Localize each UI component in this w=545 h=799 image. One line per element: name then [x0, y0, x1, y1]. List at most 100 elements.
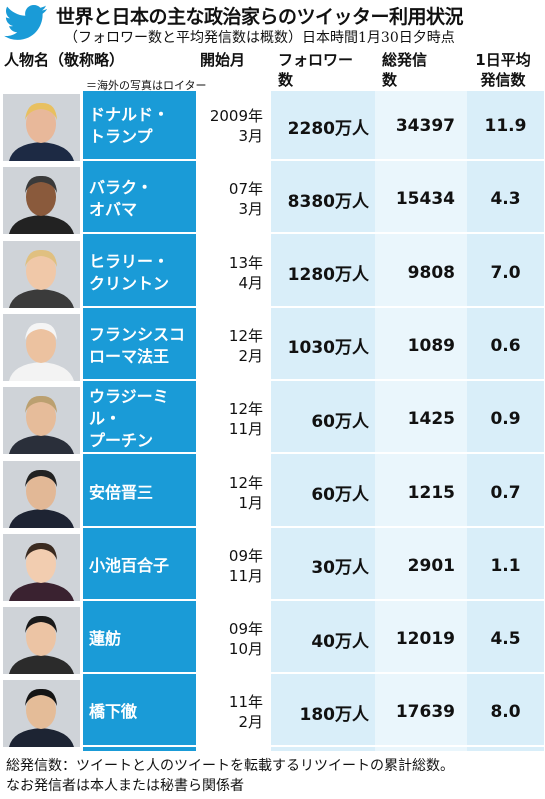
total-posts: 1089: [407, 335, 455, 356]
start-month-value: 11月: [228, 420, 263, 439]
daily-average: 4.3: [490, 189, 521, 210]
photo-credit-note: ＝海外の写真はロイター: [86, 79, 207, 92]
person-name-line-2: クリントン: [89, 273, 170, 293]
total-posts: 2901: [407, 555, 455, 576]
portrait-image: [3, 313, 80, 381]
followers-count: 180万人: [299, 704, 370, 725]
followers-count: 60万人: [311, 485, 369, 505]
table-row: 安倍晋三 12年 1月 60万人 1215 0.7: [3, 458, 544, 528]
table-row: ヒラリー・ クリントン 13年 4月 1280万人 9808 7.0: [3, 238, 544, 308]
person-name-line-1: 橋下徹: [89, 702, 138, 722]
portrait-photo: [3, 387, 80, 455]
person-name: バラク・ オバマ: [85, 164, 195, 234]
person-name-line-1: ドナルド・: [89, 105, 170, 124]
portrait-photo: [3, 607, 80, 675]
column-header-posts: 総発信 数: [382, 51, 428, 89]
person-name: 小池百合子: [85, 531, 195, 601]
person-name-line-1: バラク・: [89, 178, 153, 198]
portrait-photo: [3, 240, 80, 308]
person-name-line-2: ローマ法王: [89, 346, 170, 366]
start-month-value: 11月: [228, 566, 263, 585]
row-divider: [83, 159, 544, 161]
row-divider: [83, 232, 544, 235]
start-month: 09年 10月: [196, 604, 271, 674]
table-row: ドナルド・トランプ 2009年 3月 2280万人 34397 11.9: [3, 91, 544, 161]
start-column-band: [196, 91, 271, 751]
column-header-start: 開始月: [200, 51, 246, 69]
column-header-followers: フォロワー 数: [278, 51, 354, 89]
portrait-photo: [3, 313, 80, 381]
daily-average: 7.0: [490, 262, 521, 283]
portrait-image: [3, 240, 80, 308]
person-name: 蓮舫: [85, 604, 195, 674]
portrait-image: [3, 533, 80, 601]
start-year: 09年: [228, 620, 263, 639]
twitter-bird-icon: [4, 5, 48, 40]
person-name-line-1: ウラジーミル・: [89, 387, 169, 429]
header: 世界と日本の主な政治家らのツイッター利用状況 （フォロワー数と平均発信数は概数）…: [0, 0, 545, 48]
row-divider: [83, 305, 544, 308]
start-year: 09年: [228, 546, 263, 565]
row-divider: [83, 598, 544, 601]
start-month-value: 3月: [238, 127, 263, 145]
page-subtitle: （フォロワー数と平均発信数は概数）日本時間1月30日夕時点: [64, 30, 455, 46]
politicians-table: ドナルド・ トランプ 2009年 3月 2280万人 34397 11.9 バラク・ オバマ 07…: [3, 91, 544, 751]
person-name-line-2: プーチン: [89, 431, 154, 451]
followers-count: 40万人: [311, 631, 369, 652]
posts-column-band: [375, 91, 467, 751]
table-row: ウラジーミル・ プーチン 12年 11月 60万人 1425 0.9: [3, 384, 544, 455]
followers-count: 1280万人: [287, 265, 369, 286]
person-name-line-2: トランプ: [89, 127, 153, 146]
followers-count: 8380万人: [287, 191, 369, 212]
footnote: 総発信数：ツイートと人のツイートを転載するリツイートの累計総数。 なお発信者は本…: [6, 756, 454, 796]
followers-count: 2280万人: [287, 118, 369, 139]
person-name-line-1: フランシスコ: [89, 324, 186, 344]
start-year: 12年: [228, 400, 263, 419]
portrait-image: [3, 167, 80, 235]
table-row: バラク・ オバマ 07年 3月 8380万人 15434 4.3: [3, 164, 544, 235]
total-posts: 15434: [395, 189, 455, 210]
total-posts: 17639: [395, 702, 455, 723]
footnote-line-2: なお発信者は本人または秘書ら関係者: [6, 778, 244, 794]
row-divider: [83, 745, 544, 748]
start-month-value: 4月: [238, 273, 263, 292]
name-column-band: [83, 91, 196, 751]
table-row: フランシスコ ローマ法王 12年 2月 1030万人 1089 0.6: [3, 311, 544, 381]
start-month: 07年 3月: [196, 164, 271, 234]
row-divider: [83, 378, 544, 381]
start-month: 09年 11月: [196, 531, 271, 601]
table-row: 蓮舫 09年 10月 40万人 12019 4.5: [3, 604, 544, 675]
person-name: 橋下徹: [85, 677, 195, 747]
portrait-image: [3, 607, 80, 675]
start-year: 13年: [228, 253, 263, 272]
daily-average: 1.1: [490, 555, 521, 576]
portrait-photo: [3, 533, 80, 601]
total-posts: 34397: [395, 116, 455, 136]
portrait-photo: [3, 94, 80, 161]
start-month: 12年 1月: [196, 458, 271, 528]
start-month: 2009年 3月: [196, 91, 271, 161]
daily-average: 8.0: [490, 702, 521, 723]
person-name: フランシスコ ローマ法王: [85, 311, 195, 381]
daily-average: 0.9: [490, 409, 521, 430]
footnote-line-1: 総発信数：ツイートと人のツイートを転載するリツイートの累計総数。: [6, 758, 454, 774]
followers-column-band: [271, 91, 375, 751]
portrait-photo: [3, 460, 80, 528]
start-month: 11年 2月: [196, 677, 271, 747]
start-month-value: 3月: [238, 200, 263, 219]
followers-count: 30万人: [311, 558, 369, 579]
table-row: 小池百合子 09年 11月 30万人 2901 1.1: [3, 531, 544, 601]
table-row: 橋下徹 11年 2月 180万人 17639 8.0: [3, 677, 544, 748]
total-posts: 1215: [407, 482, 455, 503]
person-name-line-1: 小池百合子: [89, 555, 170, 575]
person-name-line-1: 安倍晋三: [89, 482, 154, 502]
portrait-image: [3, 680, 80, 748]
person-name-line-2: オバマ: [89, 200, 138, 220]
daily-average: 11.9: [484, 116, 527, 136]
person-name: ヒラリー・ クリントン: [85, 238, 195, 308]
daily-average: 0.6: [490, 335, 521, 356]
row-divider: [83, 525, 544, 528]
person-name: ウラジーミル・ プーチン: [85, 384, 195, 454]
total-posts: 9808: [407, 262, 455, 283]
start-year: 12年: [228, 326, 263, 345]
